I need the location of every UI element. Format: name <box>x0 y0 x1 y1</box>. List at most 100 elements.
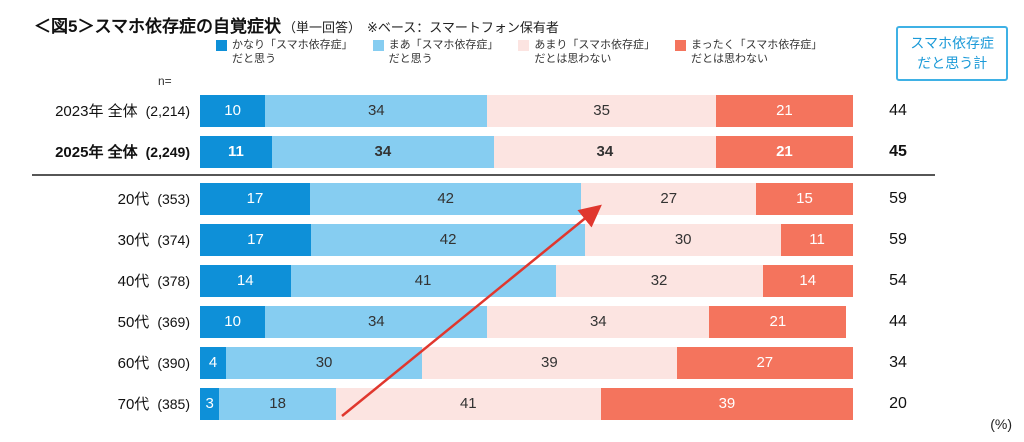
chart-row: 60代 (390) 4 30 39 27 34 <box>0 342 1024 383</box>
row-total: 20 <box>889 394 907 412</box>
summary-box-line2: だと思う計 <box>917 54 988 71</box>
summary-box-line1: スマホ依存症 <box>910 35 994 51</box>
row-category: 70代 <box>117 396 150 413</box>
legend-item: かなり「スマホ依存症」 だと思う <box>216 38 353 67</box>
row-total: 44 <box>889 312 907 330</box>
row-label: 20代 (353) <box>0 188 200 209</box>
summary-total-box: スマホ依存症 だと思う計 <box>896 26 1008 82</box>
bar-segment: 21 <box>715 135 853 168</box>
legend: かなり「スマホ依存症」 だと思う まあ「スマホ依存症」 だと思う あまり「スマホ依存症」… <box>216 38 822 67</box>
bar-segment: 41 <box>290 264 556 297</box>
row-sample-size: (385) <box>157 396 190 412</box>
bar-segment: 18 <box>219 387 336 420</box>
bar-segment: 34 <box>271 135 494 168</box>
title-main: ＜図5＞スマホ依存症の自覚症状 <box>34 17 281 36</box>
row-label: 30代 (374) <box>0 229 200 250</box>
bar-segment: 30 <box>585 223 782 256</box>
row-label: 2025年 全体 (2,249) <box>0 141 200 162</box>
row-category: 2023年 全体 <box>55 103 138 120</box>
bar-segment: 27 <box>581 182 757 215</box>
row-label: 40代 (378) <box>0 270 200 291</box>
percent-unit-label: (%) <box>990 416 1012 432</box>
row-total: 44 <box>889 101 907 119</box>
chart-row: 70代 (385) 3 18 41 39 20 <box>0 383 1024 424</box>
row-total: 59 <box>889 230 907 248</box>
row-sample-size: (2,214) <box>145 103 190 119</box>
chart-row: 20代 (353) 17 42 27 15 59 <box>0 178 1024 219</box>
bar-segment: 34 <box>265 94 488 127</box>
row-category: 2025年 全体 <box>55 144 138 161</box>
chart-row: 50代 (369) 10 34 34 21 44 <box>0 301 1024 342</box>
row-label: 70代 (385) <box>0 393 200 414</box>
bar-segment: 4 <box>200 346 227 379</box>
legend-swatch-icon <box>216 40 227 51</box>
row-category: 30代 <box>117 232 150 249</box>
stacked-bar: 11 34 34 21 <box>200 135 853 168</box>
row-sample-size: (390) <box>157 355 190 371</box>
n-equals-label: n= <box>158 74 172 88</box>
legend-swatch-icon <box>372 40 384 51</box>
bar-segment: 14 <box>762 264 853 297</box>
chart-row: 30代 (374) 17 42 30 11 59 <box>0 219 1024 260</box>
row-sample-size: (2,249) <box>145 144 190 160</box>
bar-segment: 27 <box>676 346 853 379</box>
legend-item: まあ「スマホ依存症」 だと思う <box>372 38 499 67</box>
row-label: 2023年 全体 (2,214) <box>0 100 200 121</box>
legend-swatch-icon <box>518 40 530 51</box>
row-label: 60代 (390) <box>0 352 200 373</box>
separator-line <box>32 174 935 176</box>
bar-segment: 14 <box>200 264 291 297</box>
bar-segment: 39 <box>422 346 677 379</box>
chart-row: 2025年 全体 (2,249) 11 34 34 21 45 <box>0 131 1024 172</box>
bar-segment: 34 <box>493 135 716 168</box>
legend-label: かなり「スマホ依存症」 だと思う <box>232 39 353 66</box>
page-title: ＜図5＞スマホ依存症の自覚症状 （単一回答） ※ベース：スマートフォン保有者 <box>34 12 559 37</box>
row-total: 59 <box>889 189 907 207</box>
bar-segment: 10 <box>200 94 266 127</box>
title-subtitle: （単一回答） <box>282 20 361 35</box>
bar-segment: 11 <box>781 223 853 256</box>
stacked-bar: 4 30 39 27 <box>200 346 853 379</box>
legend-label: まあ「スマホ依存症」 だと思う <box>388 39 499 66</box>
bar-segment: 35 <box>487 94 716 127</box>
title-note: ※ベース：スマートフォン保有者 <box>366 20 559 35</box>
chart-row: 2023年 全体 (2,214) 10 34 35 21 44 <box>0 90 1024 131</box>
stacked-bar: 17 42 27 15 <box>200 182 853 215</box>
stacked-bar: 17 42 30 11 <box>200 223 853 256</box>
legend-swatch-icon <box>675 40 687 51</box>
row-category: 20代 <box>117 191 150 208</box>
bar-segment: 42 <box>309 182 582 215</box>
bar-segment: 42 <box>311 223 586 256</box>
bar-segment: 17 <box>200 182 310 215</box>
row-category: 40代 <box>117 273 150 290</box>
bar-segment: 17 <box>200 223 311 256</box>
bar-segment: 10 <box>200 305 266 338</box>
bar-segment: 41 <box>335 387 601 420</box>
chart-row: 40代 (378) 14 41 32 14 54 <box>0 260 1024 301</box>
row-total: 34 <box>889 353 907 371</box>
row-category: 50代 <box>117 314 150 331</box>
row-total: 45 <box>889 142 907 160</box>
stacked-bar: 10 34 35 21 <box>200 94 853 127</box>
row-label: 50代 (369) <box>0 311 200 332</box>
legend-item: あまり「スマホ依存症」 だとは思わない <box>518 38 655 67</box>
row-total: 54 <box>889 271 907 289</box>
bar-segment: 3 <box>200 387 220 420</box>
legend-label: まったく「スマホ依存症」 だとは思わない <box>691 39 823 66</box>
stacked-bar: 3 18 41 39 <box>200 387 854 420</box>
row-sample-size: (374) <box>157 232 190 248</box>
row-sample-size: (353) <box>157 191 190 207</box>
bar-segment: 15 <box>756 182 853 215</box>
chart-rows: 2023年 全体 (2,214) 10 34 35 21 44 2025年 全体 (2,249)… <box>0 90 1024 424</box>
row-sample-size: (369) <box>157 314 190 330</box>
bar-segment: 21 <box>709 305 847 338</box>
bar-segment: 32 <box>555 264 763 297</box>
stacked-bar: 14 41 32 14 <box>200 264 853 297</box>
bar-segment: 34 <box>265 305 488 338</box>
bar-segment: 34 <box>487 305 710 338</box>
bar-segment: 11 <box>200 135 272 168</box>
bar-segment: 21 <box>715 94 853 127</box>
legend-label: あまり「スマホ依存症」 だとは思わない <box>534 39 656 66</box>
bar-segment: 30 <box>226 346 422 379</box>
bar-segment: 39 <box>600 387 854 420</box>
